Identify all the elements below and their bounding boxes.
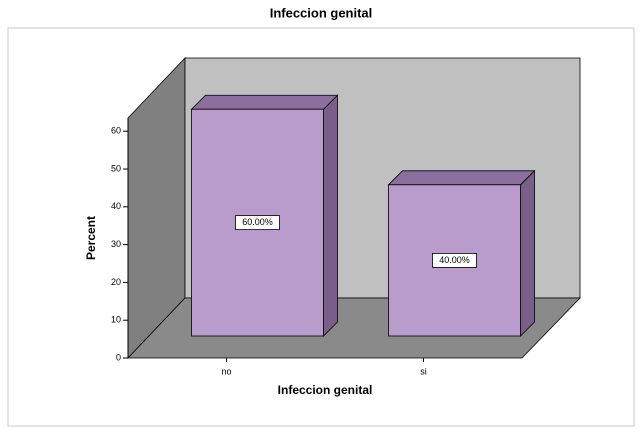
y-tick-label: 0 <box>116 352 121 362</box>
y-tick-label: 50 <box>111 163 121 173</box>
y-tick-label: 40 <box>111 201 121 211</box>
x-tick-label: si <box>420 366 427 376</box>
value-label: 60.00% <box>242 217 273 227</box>
value-label-box <box>432 253 477 268</box>
value-label-box <box>235 215 280 231</box>
chart-title: Infeccion genital <box>270 5 373 20</box>
bar-side <box>323 94 338 337</box>
y-tick-label: 60 <box>111 126 121 136</box>
x-axis-title: Infeccion genital <box>278 383 373 397</box>
bar-side <box>520 169 535 337</box>
bar-top <box>190 94 339 110</box>
y-tick-label: 20 <box>111 277 121 287</box>
bar-top <box>387 170 536 186</box>
y-tick-label: 10 <box>111 315 121 325</box>
y-axis-title: Percent <box>84 216 98 260</box>
y-tick-label: 30 <box>111 239 121 249</box>
x-tick-label: no <box>221 366 231 376</box>
value-label: 40.00% <box>439 255 470 265</box>
